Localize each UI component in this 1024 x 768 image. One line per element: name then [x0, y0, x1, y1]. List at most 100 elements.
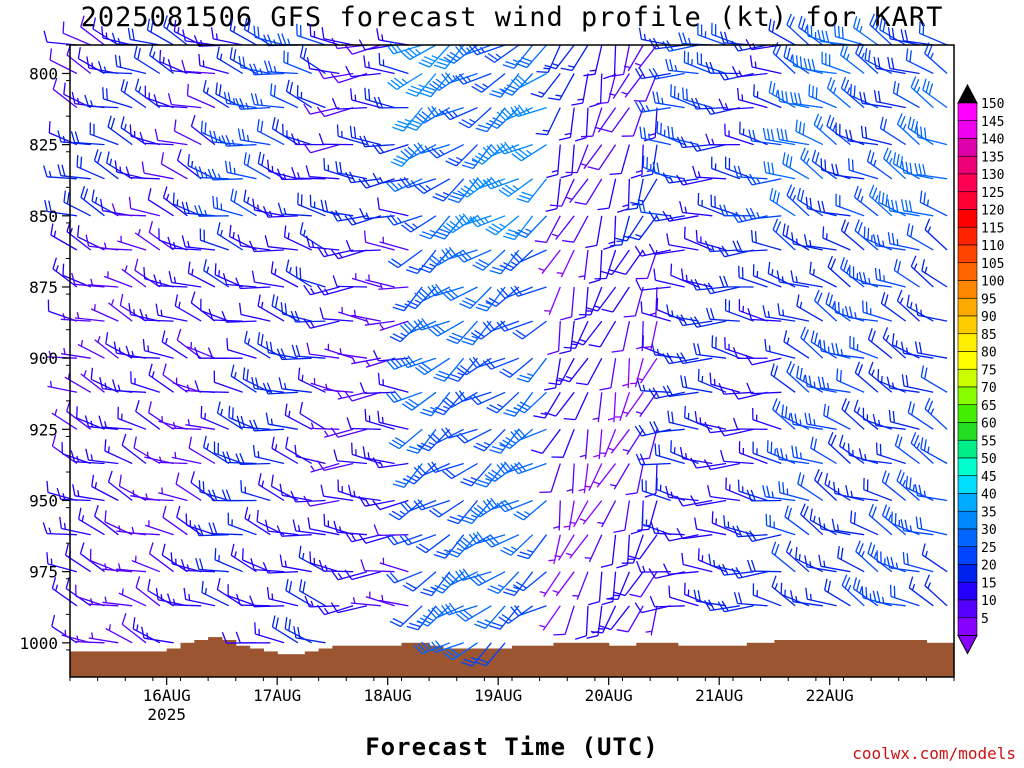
barb-flag	[748, 129, 753, 142]
barb-flag	[441, 73, 450, 84]
wind-barb	[297, 367, 326, 393]
barb-shaft	[351, 391, 381, 402]
wind-barb	[221, 489, 257, 502]
wind-barb	[578, 463, 589, 494]
wind-barb	[455, 72, 492, 85]
wind-barb	[882, 327, 907, 359]
wind-barb	[157, 456, 188, 465]
barb-shaft	[569, 107, 575, 138]
barb-flag	[445, 427, 454, 438]
barb-half-flag	[526, 149, 532, 155]
wind-barb	[878, 190, 906, 217]
barb-shaft	[350, 427, 381, 430]
barb-flag	[344, 569, 353, 580]
barb-flag	[488, 297, 500, 305]
barb-shaft	[268, 598, 299, 607]
wind-barb	[91, 474, 119, 502]
barb-flag	[844, 305, 849, 318]
barb-flag	[711, 511, 714, 524]
wind-barb	[147, 188, 174, 217]
barb-flag	[406, 449, 419, 454]
wind-barb	[455, 568, 492, 582]
barb-flag	[299, 401, 304, 414]
barb-flag	[857, 364, 864, 376]
barb-flag	[476, 442, 488, 449]
barb-shaft	[894, 269, 920, 288]
ground-column	[843, 640, 858, 677]
barb-flag	[471, 157, 483, 165]
wind-barb	[749, 55, 782, 75]
barb-flag	[455, 434, 466, 444]
wind-barb	[176, 149, 202, 180]
barb-flag	[770, 129, 775, 142]
barb-flag	[378, 52, 381, 65]
wind-barb	[455, 605, 492, 622]
barb-half-flag	[103, 242, 107, 249]
barb-half-flag	[578, 488, 585, 492]
wind-barb	[662, 352, 699, 365]
barb-flag	[907, 401, 912, 413]
barb-flag	[787, 507, 793, 520]
barb-half-flag	[565, 375, 573, 380]
colorbar-swatch	[957, 191, 978, 210]
barb-half-flag	[593, 481, 600, 485]
barb-shaft	[811, 160, 837, 180]
barb-shaft	[378, 357, 409, 362]
barb-half-flag	[172, 422, 176, 429]
barb-flag	[601, 308, 614, 313]
barb-flag	[745, 174, 753, 186]
barb-shaft	[751, 66, 782, 75]
barb-flag	[781, 404, 784, 417]
barb-shaft	[890, 421, 920, 430]
wind-barb	[683, 582, 713, 607]
barb-half-flag	[482, 83, 489, 88]
wind-barb	[579, 429, 589, 460]
wind-barb	[665, 58, 699, 75]
barb-shaft	[517, 106, 547, 118]
barb-flag	[271, 436, 275, 449]
barb-half-flag	[927, 582, 932, 589]
barb-flag	[885, 194, 888, 207]
barb-flag	[690, 457, 697, 469]
barb-flag	[84, 415, 90, 427]
barb-flag	[61, 164, 66, 177]
barb-flag	[865, 587, 868, 599]
barb-flag	[872, 234, 877, 246]
barb-flag	[919, 190, 923, 203]
x-tick-label: 17AUG	[253, 686, 301, 705]
wind-barb	[910, 255, 934, 288]
barb-flag	[634, 68, 642, 79]
barb-flag	[446, 650, 457, 658]
wind-barb	[240, 480, 271, 502]
watermark-link[interactable]: coolwx.com/models	[852, 744, 1016, 763]
barb-shaft	[393, 44, 423, 55]
barb-flag	[373, 350, 380, 362]
barb-half-flag	[554, 554, 561, 558]
barb-shaft	[351, 534, 381, 543]
barb-shaft	[408, 320, 437, 335]
wind-barb	[102, 596, 133, 607]
barb-flag	[746, 559, 752, 572]
barb-shaft	[781, 415, 810, 430]
wind-barb	[181, 235, 216, 251]
barb-flag	[863, 226, 866, 239]
barb-shaft	[625, 391, 644, 418]
barb-half-flag	[786, 337, 790, 345]
wind-barb	[617, 178, 631, 214]
barb-flag	[167, 59, 173, 71]
barb-shaft	[779, 314, 810, 322]
barb-half-flag	[569, 521, 576, 525]
barb-flag	[235, 453, 241, 465]
wind-barb	[844, 305, 879, 322]
barb-shaft	[921, 554, 948, 573]
wind-barb	[346, 417, 381, 430]
barb-half-flag	[162, 56, 165, 64]
barb-flag	[251, 270, 256, 283]
colorbar-label: 85	[981, 328, 997, 343]
wind-barb	[637, 429, 658, 461]
barb-flag	[377, 372, 381, 385]
wind-barb	[487, 571, 520, 594]
barb-flag	[718, 98, 725, 110]
barb-half-flag	[584, 557, 592, 560]
barb-shaft	[903, 352, 934, 359]
